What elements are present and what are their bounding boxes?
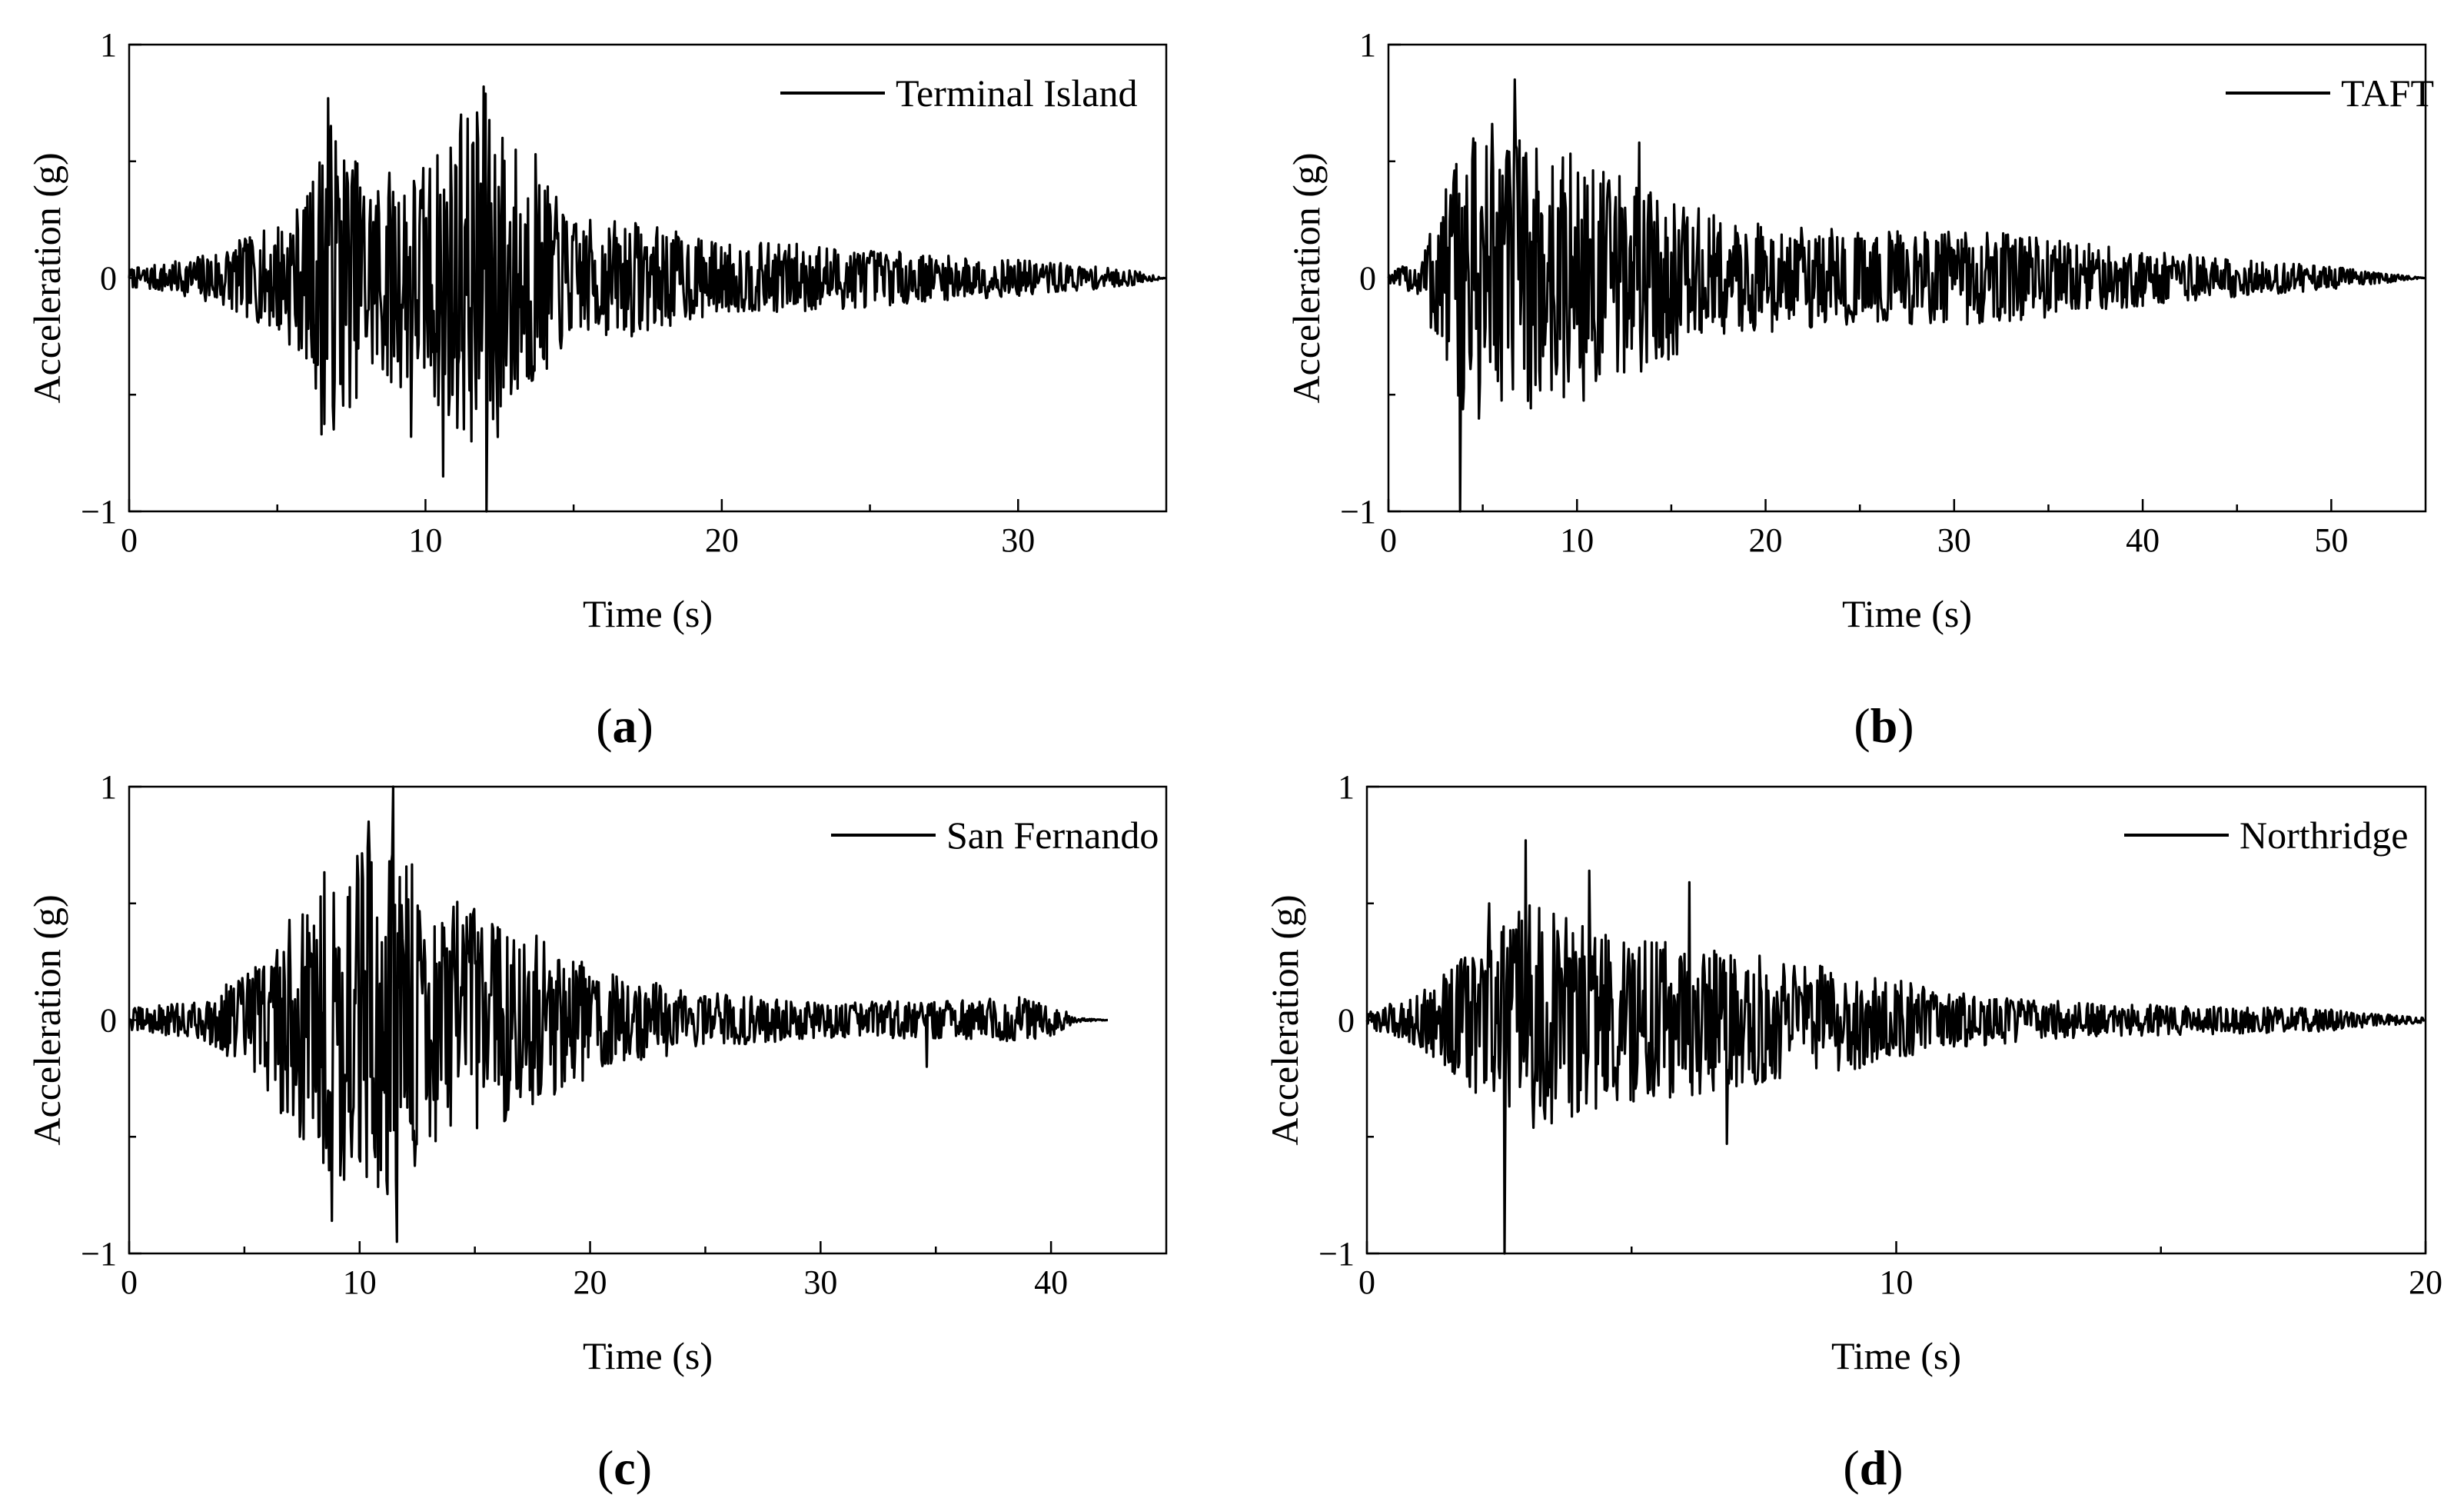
y-axis-label: Acceleration (g) [1263, 894, 1306, 1145]
y-tick-label: 1 [1338, 768, 1355, 806]
panel-caption: (a) [596, 698, 653, 753]
panel-c: 0 10 20 30 40−101 Time (s) Acceleration (g) … [25, 768, 1168, 1495]
panel-d: 0 10 20−101 Time (s) Acceleration (g) Nort… [1263, 768, 2442, 1495]
x-tick-label: 10 [343, 1263, 377, 1301]
y-tick-label: 0 [100, 1002, 117, 1040]
series-line-taft [1387, 78, 2426, 513]
x-tick-label: 20 [705, 521, 739, 559]
y-tick-label: 1 [1359, 26, 1376, 64]
y-axis-label: Acceleration (g) [25, 152, 68, 403]
legend: TAFT [2226, 72, 2434, 115]
x-tick-label: 50 [2314, 521, 2348, 559]
series-line-northridge [1365, 839, 2426, 1255]
x-tick-label: 30 [803, 1263, 837, 1301]
legend-label: Northridge [2240, 814, 2408, 857]
x-tick-label: 0 [1380, 521, 1397, 559]
legend: San Fernando [831, 814, 1159, 857]
legend-label: Terminal Island [896, 72, 1137, 115]
legend-label: San Fernando [946, 814, 1159, 857]
y-axis-label: Acceleration (g) [1285, 152, 1328, 403]
y-axis-label: Acceleration (g) [25, 894, 68, 1145]
x-axis-label: Time (s) [583, 1334, 713, 1377]
x-tick-label: 40 [2126, 521, 2160, 559]
x-tick-label: 20 [1749, 521, 1783, 559]
legend: Northridge [2124, 814, 2408, 857]
x-axis-label: Time (s) [1831, 1334, 1961, 1377]
x-tick-label: 0 [121, 521, 138, 559]
panel-b: 0 10 20 30 40 50−101 Time (s) Acceleration (g… [1285, 26, 2434, 753]
y-tick-label: 0 [1359, 260, 1376, 298]
y-tick-label: −1 [81, 493, 117, 531]
y-tick-label: 1 [100, 768, 117, 806]
series-line-san-fernando [128, 785, 1109, 1243]
x-tick-label: 10 [408, 521, 442, 559]
y-tick-label: 0 [100, 260, 117, 298]
y-tick-label: −1 [1318, 1235, 1355, 1273]
x-tick-label: 10 [1880, 1263, 1914, 1301]
x-tick-label: 0 [121, 1263, 138, 1301]
x-tick-label: 30 [1937, 521, 1971, 559]
panel-caption: (d) [1843, 1440, 1903, 1495]
x-tick-label: 10 [1560, 521, 1594, 559]
legend: Terminal Island [780, 72, 1137, 115]
x-tick-label: 40 [1034, 1263, 1068, 1301]
x-tick-label: 0 [1358, 1263, 1375, 1301]
y-tick-label: −1 [81, 1235, 117, 1273]
x-tick-label: 30 [1001, 521, 1035, 559]
panel-caption: (c) [597, 1440, 652, 1495]
y-tick-label: 0 [1338, 1002, 1355, 1040]
x-tick-label: 20 [574, 1263, 607, 1301]
series-line-terminal-island [128, 85, 1167, 513]
x-axis-label: Time (s) [583, 592, 713, 635]
x-tick-label: 20 [2409, 1263, 2442, 1301]
y-tick-label: 1 [100, 26, 117, 64]
x-axis-label: Time (s) [1842, 592, 1972, 635]
panel-a: 0 10 20 30−101 Time (s) Acceleration (g) Te… [25, 26, 1168, 753]
y-tick-label: −1 [1340, 493, 1376, 531]
panel-caption: (b) [1854, 698, 1914, 753]
legend-label: TAFT [2341, 72, 2434, 115]
